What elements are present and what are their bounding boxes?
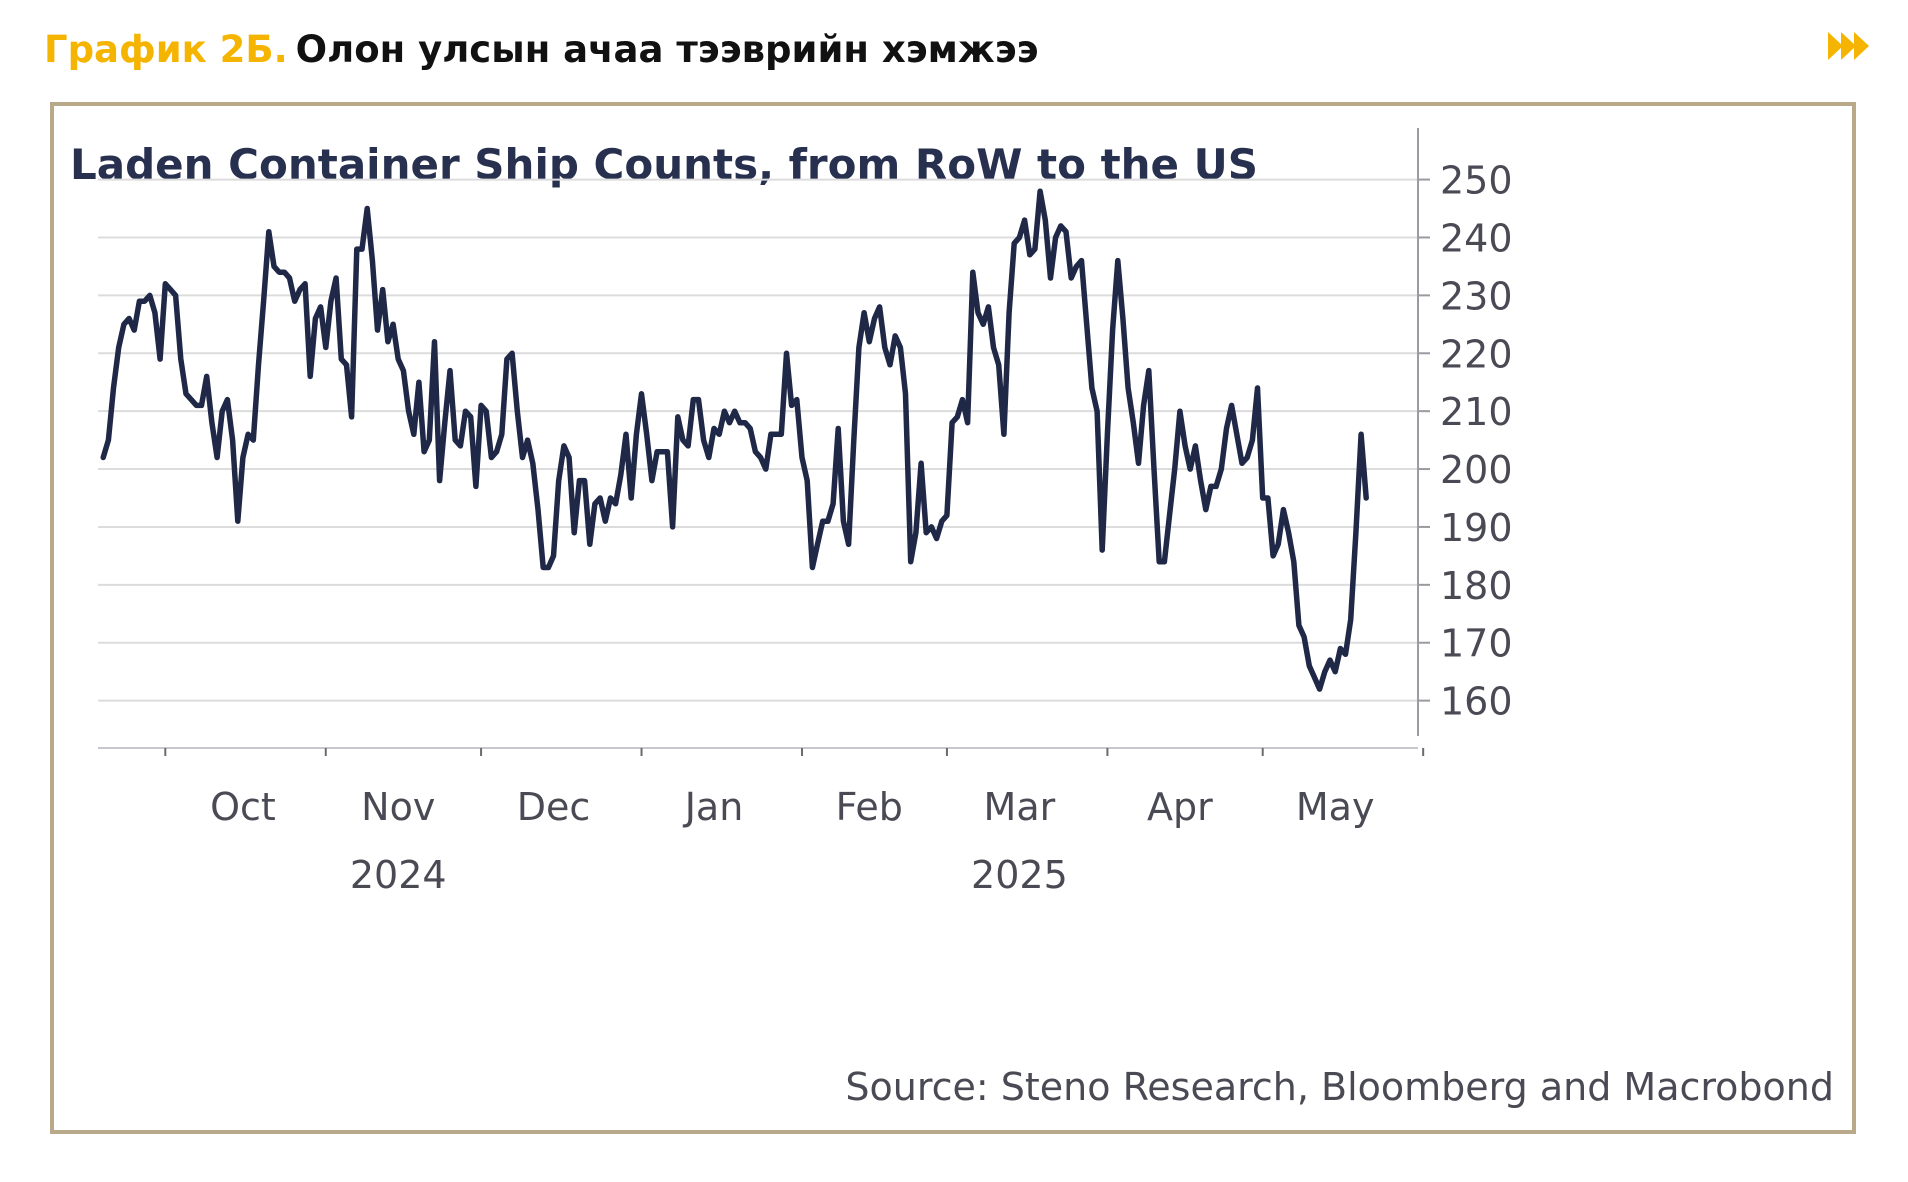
- y-tick-label: 160: [1440, 680, 1513, 724]
- x-year-label: 2024: [350, 853, 447, 897]
- x-month-label: May: [1296, 785, 1375, 829]
- y-tick-label: 190: [1440, 506, 1513, 550]
- y-tick-label: 230: [1440, 274, 1513, 318]
- chart-svg: Laden Container Ship Counts, from RoW to…: [70, 128, 1834, 1109]
- axes: 160 170 180 190 200 210 220 230 240 250 Oct Nov Dec J…: [98, 128, 1513, 897]
- figure-header: График 2Б. Олон улсын ачаа тээврийн хэмжэ…: [44, 22, 1039, 78]
- gridlines: [98, 178, 1418, 702]
- x-month-label: Jan: [683, 785, 744, 829]
- source-note: Source: Steno Research, Bloomberg and Ma…: [845, 1065, 1834, 1109]
- x-month-label: Oct: [210, 785, 276, 829]
- y-tick-label: 180: [1440, 564, 1513, 608]
- chart-frame: Laden Container Ship Counts, from RoW to…: [50, 102, 1856, 1134]
- y-tick-label: 200: [1440, 448, 1513, 492]
- x-month-label: Mar: [984, 785, 1056, 829]
- y-tick-label: 220: [1440, 332, 1513, 376]
- chart-title: Laden Container Ship Counts, from RoW to…: [70, 140, 1258, 189]
- y-tick-label: 170: [1440, 622, 1513, 666]
- figure-title: Олон улсын ачаа тээврийн хэмжээ: [295, 28, 1039, 71]
- y-tick-label: 210: [1440, 390, 1513, 434]
- x-month-label: Feb: [836, 785, 903, 829]
- x-month-label: Apr: [1147, 785, 1213, 829]
- y-tick-label: 250: [1440, 159, 1513, 203]
- plot-area: [100, 188, 1369, 692]
- x-year-label: 2025: [971, 853, 1068, 897]
- fast-forward-icon[interactable]: [1826, 28, 1874, 64]
- y-tick-label: 240: [1440, 216, 1513, 260]
- series-line: [100, 188, 1369, 692]
- x-month-label: Nov: [361, 785, 435, 829]
- x-month-label: Dec: [517, 785, 591, 829]
- figure-number-label: График 2Б.: [44, 28, 288, 71]
